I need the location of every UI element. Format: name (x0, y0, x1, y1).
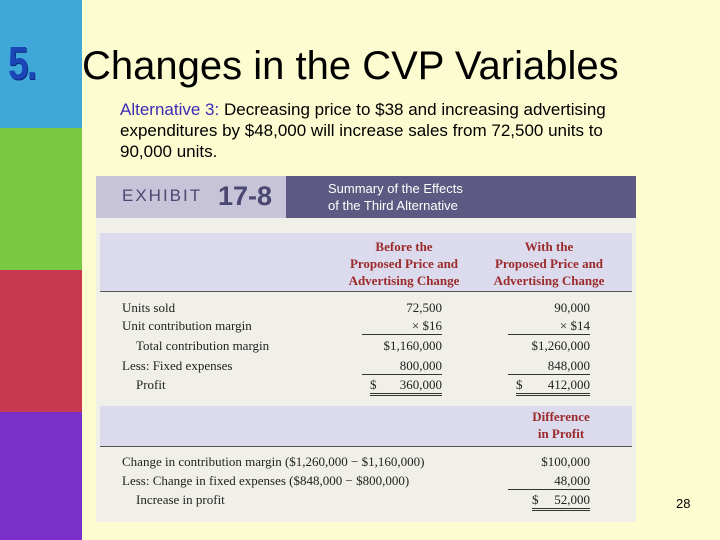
exhibit-word: EXHIBIT (122, 186, 203, 205)
exhibit-header: EXHIBIT 17-8 Summary of the Effects of t… (96, 176, 636, 218)
table-row: Less: Fixed expenses 800,000 848,000 (96, 356, 636, 376)
table-row: Total contribution margin $1,160,000 $1,… (96, 336, 636, 356)
row-label: Total contribution margin (136, 338, 270, 353)
col-header-line: in Profit (537, 426, 585, 441)
value-before: $1,160,000 (383, 338, 443, 353)
difference-rule (100, 446, 632, 447)
stripe-blue (0, 0, 82, 128)
stripe-purple (0, 412, 82, 540)
row-label: Change in contribution margin ($1,260,00… (122, 454, 425, 469)
currency-symbol: $ (516, 377, 523, 392)
row-label: Increase in profit (136, 492, 225, 507)
exhibit-title-line: of the Third Alternative (328, 198, 458, 213)
value-text: 412,000 (547, 377, 590, 392)
value-before: 72,500 (406, 300, 442, 315)
row-label: Unit contribution margin (122, 318, 252, 333)
row-label: Profit (136, 377, 166, 392)
value-before: $360,000 (370, 377, 442, 396)
row-label: Less: Change in fixed expenses ($848,000… (122, 473, 410, 488)
value-difference: 48,000 (508, 473, 590, 490)
col-header-line: With the (524, 239, 574, 254)
value-text: 360,000 (399, 377, 442, 392)
col-header-line: Proposed Price and (349, 256, 459, 271)
value-with: 848,000 (508, 358, 590, 375)
currency-symbol: $ (370, 377, 377, 392)
exhibit-label-box: EXHIBIT 17-8 (96, 176, 286, 218)
slide-section-number: 5. (8, 37, 37, 89)
header-rule (100, 291, 632, 292)
table-row: Profit $360,000 $412,000 (96, 375, 636, 396)
page-number: 28 (676, 496, 691, 511)
table-row: Increase in profit $52,000 (96, 490, 636, 511)
difference-header-band (100, 406, 632, 446)
subtitle-body: Decreasing price to $38 and increasing a… (120, 100, 606, 161)
stripe-red (0, 270, 82, 412)
exhibit-title-line: Summary of the Effects (328, 181, 463, 196)
exhibit-number: 17-8 (218, 181, 273, 211)
value-with: 90,000 (554, 300, 590, 315)
stripe-green (0, 128, 82, 270)
row-label: Units sold (122, 300, 176, 315)
table-row: Units sold 72,500 90,000 (96, 298, 636, 318)
col-header-line: Advertising Change (493, 273, 605, 288)
col-header-with: With the Proposed Price and Advertising … (481, 238, 617, 289)
value-text: 52,000 (554, 492, 590, 507)
table-row: Change in contribution margin ($1,260,00… (96, 452, 636, 472)
value-before: 800,000 (362, 358, 442, 375)
col-header-difference: Difference in Profit (506, 408, 616, 442)
subtitle-lead: Alternative 3: (120, 100, 220, 119)
exhibit-title: Summary of the Effects of the Third Alte… (328, 180, 628, 214)
slide-title: Changes in the CVP Variables (82, 44, 619, 88)
currency-symbol: $ (532, 492, 539, 507)
col-header-line: Advertising Change (348, 273, 460, 288)
value-with: $412,000 (516, 377, 590, 396)
col-header-line: Before the (375, 239, 433, 254)
exhibit-table: EXHIBIT 17-8 Summary of the Effects of t… (96, 176, 636, 522)
col-header-before: Before the Proposed Price and Advertisin… (336, 238, 472, 289)
slide-subtitle: Alternative 3: Decreasing price to $38 a… (120, 99, 640, 162)
value-difference: $100,000 (541, 454, 590, 469)
value-with: × $14 (508, 318, 590, 335)
col-header-line: Proposed Price and (494, 256, 604, 271)
value-difference: $52,000 (532, 492, 590, 511)
table-row: Less: Change in fixed expenses ($848,000… (96, 471, 636, 491)
value-with: $1,260,000 (531, 338, 591, 353)
value-before: × $16 (362, 318, 442, 335)
column-header-band (100, 233, 632, 291)
row-label: Less: Fixed expenses (122, 358, 233, 373)
col-header-line: Difference (532, 409, 590, 424)
table-row: Unit contribution margin × $16 × $14 (96, 316, 636, 336)
